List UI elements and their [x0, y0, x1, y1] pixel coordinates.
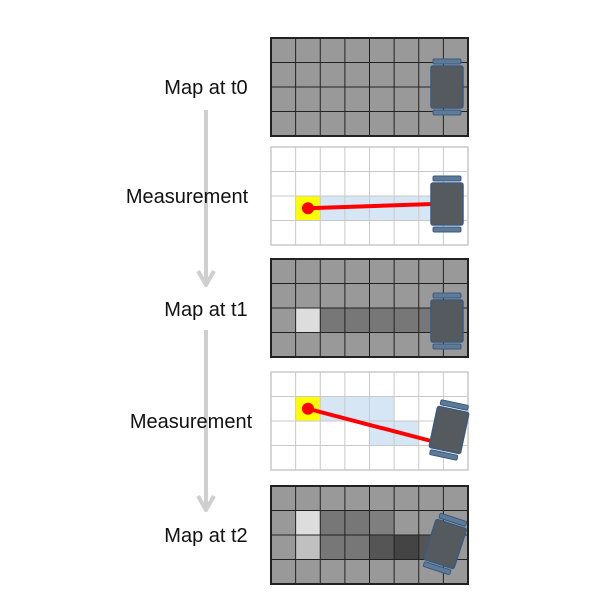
label-map-t1: Map at t1 — [164, 299, 247, 321]
hit-point — [302, 202, 314, 214]
label-measurement-2: Measurement — [130, 411, 253, 433]
map-cell — [296, 535, 321, 560]
beam-cell — [370, 397, 395, 422]
map-cell — [370, 511, 395, 536]
beam-cell — [370, 196, 395, 221]
map-panel-t2 — [271, 486, 469, 584]
robot-icon — [431, 176, 463, 232]
map-cell — [370, 535, 395, 560]
measurement-panel-2 — [271, 372, 470, 470]
robot-track-bottom — [433, 227, 461, 232]
measurement-panel-1 — [271, 147, 468, 245]
robot-track-bottom — [433, 344, 461, 349]
robot-icon — [431, 59, 463, 115]
map-cell — [320, 511, 345, 536]
hit-point — [302, 403, 314, 415]
map-cell — [394, 308, 419, 333]
map-cell — [345, 535, 370, 560]
robot-body — [431, 66, 463, 108]
label-measurement-1: Measurement — [126, 186, 249, 208]
map-cell — [394, 535, 419, 560]
robot-track-top — [433, 59, 461, 64]
label-map-t2: Map at t2 — [164, 525, 247, 547]
label-map-t0: Map at t0 — [164, 77, 247, 99]
map-cell — [345, 308, 370, 333]
beam-cell — [394, 196, 419, 221]
robot-track-bottom — [433, 110, 461, 115]
robot-icon — [431, 293, 463, 349]
map-cell — [296, 308, 321, 333]
robot-body — [431, 300, 463, 342]
map-cell — [320, 308, 345, 333]
robot-body — [431, 183, 463, 225]
map-cell — [345, 511, 370, 536]
robot-track-top — [433, 176, 461, 181]
robot-track-top — [433, 293, 461, 298]
map-panel-t0 — [271, 38, 468, 136]
map-panel-t1 — [271, 259, 468, 357]
map-cell — [296, 511, 321, 536]
map-cell — [370, 308, 395, 333]
map-cell — [320, 535, 345, 560]
